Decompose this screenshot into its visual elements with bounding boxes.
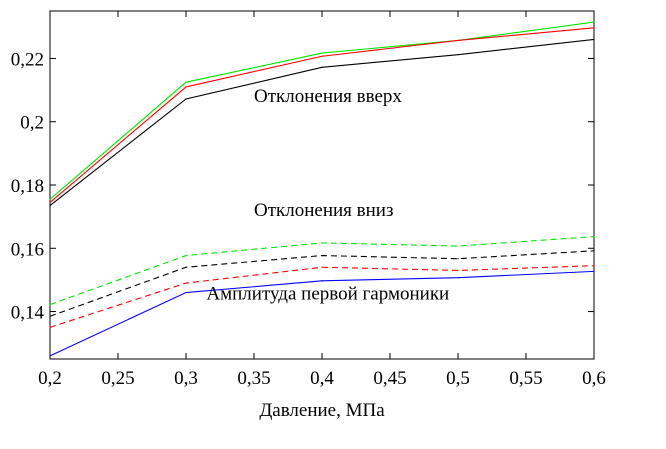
series-7-point xyxy=(457,277,459,279)
series-3-point xyxy=(185,98,187,100)
series-3-point xyxy=(49,204,51,207)
series-1-point xyxy=(593,21,595,23)
series-2-point xyxy=(593,27,595,29)
series-1-point xyxy=(185,81,187,83)
series-7-point xyxy=(321,280,323,282)
series-7-point xyxy=(185,291,187,294)
series-1-point xyxy=(49,198,51,200)
x-axis: 0,2 0,25 0,3 0,35 0,4 0,45 0,5 0,55 0,6 xyxy=(38,11,606,389)
y-axis: 0,14 0,16 0,18 0,2 0,22 xyxy=(11,49,594,324)
series-6-point xyxy=(321,266,323,268)
y-tick-label: 0,2 xyxy=(20,113,44,134)
annotation-label: Отклонения вверх xyxy=(254,86,402,107)
series-6-point xyxy=(49,326,51,328)
series-6-point xyxy=(457,269,459,272)
series-5-point xyxy=(321,254,323,257)
series-3-point xyxy=(457,54,459,56)
series-4-point xyxy=(321,242,323,244)
series-4-point xyxy=(49,303,51,306)
series-3-point xyxy=(321,66,323,68)
series-7-point xyxy=(593,270,595,272)
annotations: Отклонения вверх Отклонения вниз Амплитуда… xyxy=(206,86,449,304)
series-4-point xyxy=(185,254,187,257)
series-line-6 xyxy=(49,265,595,328)
x-axis-title: Давление, МПа xyxy=(259,400,385,421)
x-tick-label: 0,45 xyxy=(373,368,406,389)
y-tick-label: 0,16 xyxy=(11,239,44,260)
series-2-point xyxy=(321,55,323,57)
series-line-2 xyxy=(49,27,595,203)
x-tick-label: 0,5 xyxy=(446,368,470,389)
x-tick-label: 0,55 xyxy=(509,368,542,389)
series-5-point xyxy=(185,266,187,268)
series-6-point xyxy=(593,265,595,267)
plot-area-frame xyxy=(49,10,595,360)
series-layer xyxy=(49,21,595,357)
series-1-point xyxy=(321,52,323,54)
x-tick-label: 0,4 xyxy=(310,368,334,389)
series-2-point xyxy=(457,39,459,42)
y-tick-label: 0,22 xyxy=(11,49,44,70)
annotation-label: Амплитуда первой гармоники xyxy=(206,284,449,305)
x-tick-label: 0,2 xyxy=(38,368,62,389)
y-tick-label: 0,18 xyxy=(11,176,44,197)
x-tick-label: 0,6 xyxy=(582,368,606,389)
x-tick-label: 0,35 xyxy=(237,368,270,389)
x-tick-label: 0,25 xyxy=(101,368,134,389)
y-tick-label: 0,14 xyxy=(11,303,45,324)
annotation-label: Отклонения вниз xyxy=(254,200,393,221)
series-5-point xyxy=(593,250,595,252)
series-5-point xyxy=(457,258,459,260)
series-5-point xyxy=(49,315,51,317)
series-2-point xyxy=(185,86,187,88)
series-4-point xyxy=(457,245,459,247)
series-7-point xyxy=(49,355,51,357)
series-line-3 xyxy=(49,38,595,206)
series-6-point xyxy=(185,282,187,284)
x-tick-label: 0,3 xyxy=(174,368,198,389)
series-2-point xyxy=(49,201,51,203)
series-4-point xyxy=(593,235,595,238)
series-3-point xyxy=(593,38,595,41)
